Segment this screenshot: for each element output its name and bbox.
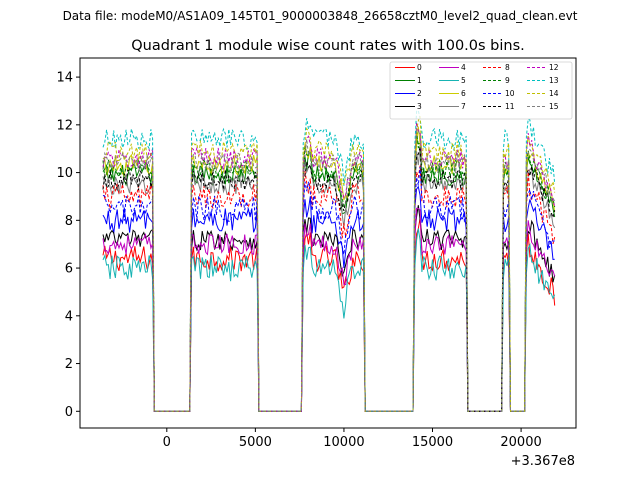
series-line-14 — [102, 116, 556, 412]
y-tick-label: 12 — [56, 118, 73, 133]
y-tick-label: 4 — [65, 309, 73, 324]
series-line-9 — [102, 131, 556, 412]
legend-label-1: 1 — [417, 76, 422, 85]
legend-label-2: 2 — [417, 89, 422, 98]
y-tick-label: 8 — [65, 214, 73, 229]
legend-label-13: 13 — [549, 76, 559, 85]
x-tick-label: 10000 — [323, 435, 364, 450]
series-line-1 — [102, 136, 556, 412]
x-tick-label: 5000 — [239, 435, 272, 450]
legend-label-5: 5 — [461, 76, 466, 85]
chart-suptitle: Data file: modeM0/AS1A09_145T01_90000038… — [63, 9, 578, 23]
legend-label-4: 4 — [461, 63, 466, 72]
series-line-10 — [102, 166, 555, 412]
x-axis: 0 5000 10000 15000 20000 — [163, 428, 542, 450]
series-line-3 — [102, 205, 556, 412]
series-line-5 — [102, 228, 556, 412]
series-line-11 — [102, 146, 556, 412]
legend-label-6: 6 — [461, 89, 466, 98]
y-tick-label: 10 — [56, 166, 73, 181]
plot-frame — [79, 57, 577, 429]
legend-label-11: 11 — [505, 102, 515, 111]
x-tick-label: 15000 — [412, 435, 453, 450]
y-tick-label: 14 — [56, 71, 73, 86]
series-line-0 — [102, 217, 556, 412]
x-offset-label: +3.367e8 — [511, 454, 575, 469]
legend-label-10: 10 — [505, 89, 515, 98]
y-axis: 0 2 4 6 8 10 12 14 — [56, 71, 80, 420]
x-tick-label: 0 — [163, 435, 171, 450]
series-line-4 — [102, 207, 556, 412]
series-line-2 — [102, 185, 555, 412]
y-tick-label: 0 — [65, 405, 73, 420]
legend-label-9: 9 — [505, 76, 510, 85]
legend-label-3: 3 — [417, 102, 422, 111]
legend-label-7: 7 — [461, 102, 466, 111]
legend-label-14: 14 — [549, 89, 559, 98]
series-line-8 — [102, 165, 556, 412]
chart-title: Quadrant 1 module wise count rates with … — [131, 38, 525, 54]
y-tick-label: 6 — [65, 262, 73, 277]
legend-label-12: 12 — [549, 63, 559, 72]
legend-label-15: 15 — [549, 102, 559, 111]
y-tick-label: 2 — [65, 357, 73, 372]
series-layer — [102, 109, 556, 412]
series-line-15 — [102, 129, 556, 412]
legend-box — [389, 61, 573, 120]
x-tick-label: 20000 — [500, 435, 541, 450]
legend-label-8: 8 — [505, 63, 510, 72]
legend-label-0: 0 — [417, 63, 422, 72]
